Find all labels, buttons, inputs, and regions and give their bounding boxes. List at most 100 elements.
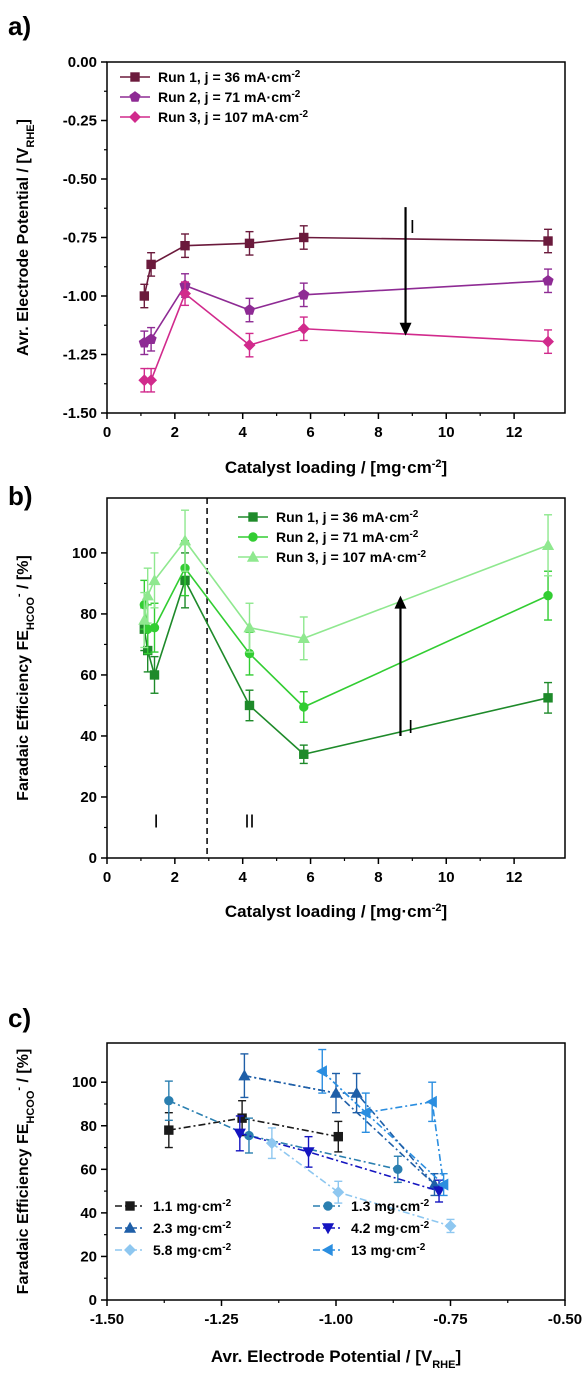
legend: Run 1, j = 36 mA·cm-2 Run 2, j = 71 mA·cm…	[120, 69, 309, 126]
data-point	[444, 1219, 457, 1232]
data-point	[298, 288, 310, 300]
data-point	[297, 632, 310, 644]
data-point	[141, 589, 154, 601]
panel-b: b) 0 2 4 6 8 10 12 0 20 40 60 80 100 Catalyst loading …	[8, 481, 566, 921]
y-tick-label: 20	[80, 789, 97, 806]
legend: Run 1, j = 36 mA·cm-2 Run 2, j = 71 mA·cm…	[238, 509, 427, 566]
annotation: II	[244, 811, 254, 831]
series-line	[143, 279, 549, 344]
series-2	[138, 268, 554, 356]
series-1	[139, 552, 553, 765]
data-point	[432, 1186, 446, 1198]
data-point	[164, 1125, 174, 1135]
y-tick-label: -0.75	[63, 230, 97, 247]
series-1	[164, 1100, 343, 1153]
legend-marker	[321, 1243, 333, 1257]
data-point	[238, 1069, 251, 1081]
y-tick-label: -1.50	[63, 405, 97, 422]
data-point	[149, 622, 160, 633]
x-tick-label: 12	[506, 869, 523, 886]
legend-entry: 13 mg·cm-2	[351, 1242, 426, 1259]
series-line	[143, 236, 549, 297]
legend-marker	[246, 550, 260, 562]
series-line	[244, 1074, 436, 1186]
data-point	[243, 339, 256, 352]
data-point	[333, 1131, 343, 1142]
x-tick-label: -1.25	[204, 1311, 238, 1328]
annotation: I	[154, 811, 159, 831]
data-point	[145, 333, 157, 345]
x-tick-label: 0	[103, 869, 111, 886]
data-point	[145, 374, 158, 387]
y-tick-label: -1.25	[63, 347, 97, 364]
x-tick-label: 2	[171, 424, 179, 441]
x-axis-label: Avr. Electrode Potential / [VRHE]	[211, 1347, 461, 1369]
series-2	[164, 1080, 403, 1184]
data-point	[243, 621, 256, 633]
data-point	[149, 670, 160, 680]
y-tick-label: -0.50	[63, 171, 97, 188]
y-tick-label: -0.25	[63, 113, 97, 130]
x-tick-label: 4	[239, 869, 248, 886]
series-line	[143, 578, 549, 756]
x-tick-label: 8	[374, 424, 382, 441]
y-tick-label: -1.00	[63, 288, 97, 305]
legend-marker	[129, 91, 141, 102]
x-tick-label: 4	[239, 424, 248, 441]
data-point	[180, 240, 190, 251]
y-tick-label: 40	[80, 728, 97, 745]
series-line	[321, 1070, 445, 1186]
data-point	[243, 304, 256, 315]
x-tick-label: 6	[306, 869, 314, 886]
legend-marker	[248, 532, 258, 542]
series-line	[244, 1074, 436, 1186]
y-tick-label: 0	[89, 1292, 97, 1309]
panel-label: b)	[8, 481, 33, 511]
y-tick-label: 80	[80, 606, 97, 623]
legend-entry: 5.8 mg·cm-2	[153, 1242, 232, 1259]
y-axis-label: Avr. Electrode Potential / [VRHE]	[15, 119, 37, 356]
x-tick-label: 6	[306, 424, 314, 441]
x-tick-label: -1.50	[90, 1311, 124, 1328]
legend-entry: 2.3 mg·cm-2	[153, 1220, 232, 1237]
y-tick-label: 60	[80, 1161, 97, 1178]
legend-entry: 4.2 mg·cm-2	[351, 1220, 430, 1237]
data-point	[244, 238, 255, 249]
trend-arrow-head	[399, 322, 412, 336]
data-point	[244, 700, 255, 711]
annotation: I	[408, 717, 413, 737]
x-tick-label: -0.50	[548, 1311, 582, 1328]
y-axis-label: Faradaic Efficiency FEHCOO- / [%]	[13, 555, 37, 801]
x-tick-label: 10	[438, 869, 455, 886]
legend-entry: Run 3, j = 107 mA·cm-2	[158, 109, 309, 126]
data-point	[179, 287, 191, 300]
series-line	[168, 1117, 339, 1138]
annotation: I	[410, 217, 415, 237]
data-point	[138, 613, 151, 625]
series-5	[265, 1127, 457, 1234]
y-tick-label: 80	[80, 1118, 97, 1135]
x-tick-label: 10	[438, 424, 455, 441]
legend-entry: Run 3, j = 107 mA·cm-2	[276, 549, 427, 566]
legend-marker	[130, 72, 140, 82]
y-tick-label: 0.00	[68, 54, 97, 71]
legend-entry: 1.1 mg·cm-2	[153, 1198, 232, 1215]
data-point	[244, 1130, 254, 1141]
data-point	[543, 693, 553, 703]
legend-entry: Run 1, j = 36 mA·cm-2	[276, 509, 419, 526]
legend-marker	[323, 1201, 333, 1211]
data-point	[543, 236, 553, 246]
y-axis-label: Faradaic Efficiency FEHCOO- / [%]	[13, 1049, 37, 1295]
x-tick-label: -0.75	[433, 1311, 467, 1328]
data-point	[164, 1096, 174, 1106]
series-3	[138, 281, 554, 393]
x-tick-label: 2	[171, 869, 179, 886]
data-point	[542, 274, 554, 286]
series-line	[143, 566, 549, 708]
series-line	[144, 292, 549, 382]
data-point	[299, 232, 309, 243]
y-tick-label: 60	[80, 667, 97, 684]
axes-frame	[106, 497, 566, 859]
